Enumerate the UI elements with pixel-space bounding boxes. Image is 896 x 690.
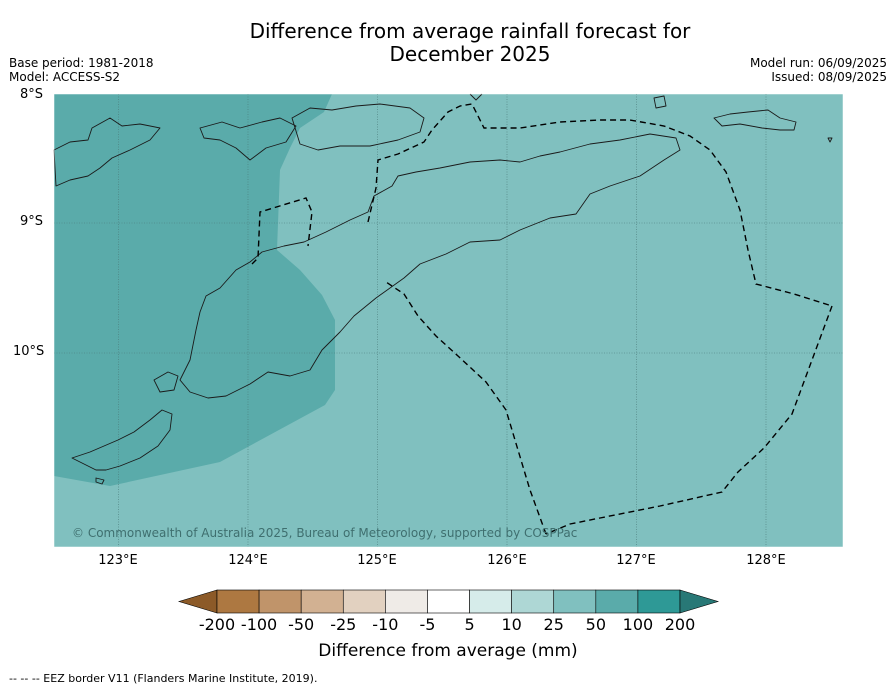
coastlines: [53, 93, 833, 485]
model-run-date: Model run: 06/09/2025: [749, 56, 887, 70]
lat-label-8s: 8°S: [20, 87, 44, 102]
copyright-notice: © Commonwealth of Australia 2025, Bureau…: [72, 526, 578, 540]
island-coast-north-east: [291, 103, 425, 151]
colorbar-tick-label: 5: [464, 615, 475, 634]
eez-border-south: [385, 281, 547, 535]
colorbar-tick-label: -200: [198, 615, 236, 634]
colorbar-title: Difference from average (mm): [318, 641, 578, 661]
run-info: Model run: 06/09/2025 Issued: 08/09/2025: [750, 56, 887, 84]
colorbar-tick-label: 200: [664, 615, 696, 634]
islet-5: [95, 477, 105, 485]
colorbar-extend-high: [679, 589, 720, 614]
lon-label-125e: 125°E: [357, 553, 397, 568]
colorbar-segment: [216, 589, 260, 614]
islet-2: [827, 137, 833, 143]
sumba-coast: [71, 409, 173, 471]
base-info: Base period: 1981-2018 Model: ACCESS-S2: [9, 56, 154, 84]
colorbar-segment: [553, 589, 597, 614]
colorbar: [177, 589, 720, 614]
colorbar-tick-label: -10: [372, 615, 399, 634]
eez-border-west: [251, 197, 313, 265]
title-line-2: December 2025: [389, 42, 551, 66]
lat-label-9s: 9°S: [20, 214, 44, 229]
colorbar-tick-label: -5: [419, 615, 436, 634]
colorbar-segment: [258, 589, 302, 614]
colorbar-segment: [595, 589, 639, 614]
colorbar-tick-label: 25: [543, 615, 564, 634]
colorbar-tick-label: 100: [622, 615, 654, 634]
colorbar-tick-label: 50: [585, 615, 606, 634]
chart-title: Difference from average rainfall forecas…: [200, 20, 740, 66]
colorbar-segment: [342, 589, 386, 614]
lon-label-126e: 126°E: [487, 553, 527, 568]
lon-label-128e: 128°E: [746, 553, 786, 568]
lon-label-123e: 123°E: [98, 553, 138, 568]
colorbar-tick-label: -50: [288, 615, 315, 634]
colorbar-segment: [427, 589, 470, 614]
issued-date: Issued: 08/09/2025: [771, 70, 887, 84]
island-coast-north-central: [199, 117, 297, 161]
colorbar-segment: [637, 589, 681, 614]
base-period: Base period: 1981-2018: [9, 56, 154, 70]
lon-label-124e: 124°E: [228, 553, 268, 568]
lon-label-127e: 127°E: [616, 553, 656, 568]
islet-4: [153, 371, 179, 393]
colorbar-segment: [511, 589, 555, 614]
colorbar-tick-label: 10: [501, 615, 522, 634]
islet-3: [469, 93, 483, 101]
model-name: Model: ACCESS-S2: [9, 70, 121, 84]
eez-border-east: [545, 305, 833, 535]
island-coast-east: [713, 109, 797, 131]
rainfall-region-50-100: [54, 94, 335, 486]
eez-footnote: -- -- -- EEZ border V11 (Flanders Marine…: [9, 672, 318, 685]
map-frame: [53, 93, 844, 548]
islet-1: [653, 95, 667, 109]
colorbar-segment: [300, 589, 344, 614]
eez-border: [251, 103, 833, 535]
timor-coast: [179, 133, 681, 399]
colorbar-tick-label: -25: [330, 615, 357, 634]
title-line-1: Difference from average rainfall forecas…: [249, 19, 691, 43]
lat-label-10s: 10°S: [13, 344, 45, 359]
eez-border-north: [367, 103, 833, 307]
colorbar-segment: [385, 589, 428, 614]
colorbar-extend-low: [177, 589, 218, 614]
colorbar-tick-label: -100: [240, 615, 278, 634]
colorbar-segment: [469, 589, 512, 614]
island-coast-north-west: [53, 117, 161, 187]
